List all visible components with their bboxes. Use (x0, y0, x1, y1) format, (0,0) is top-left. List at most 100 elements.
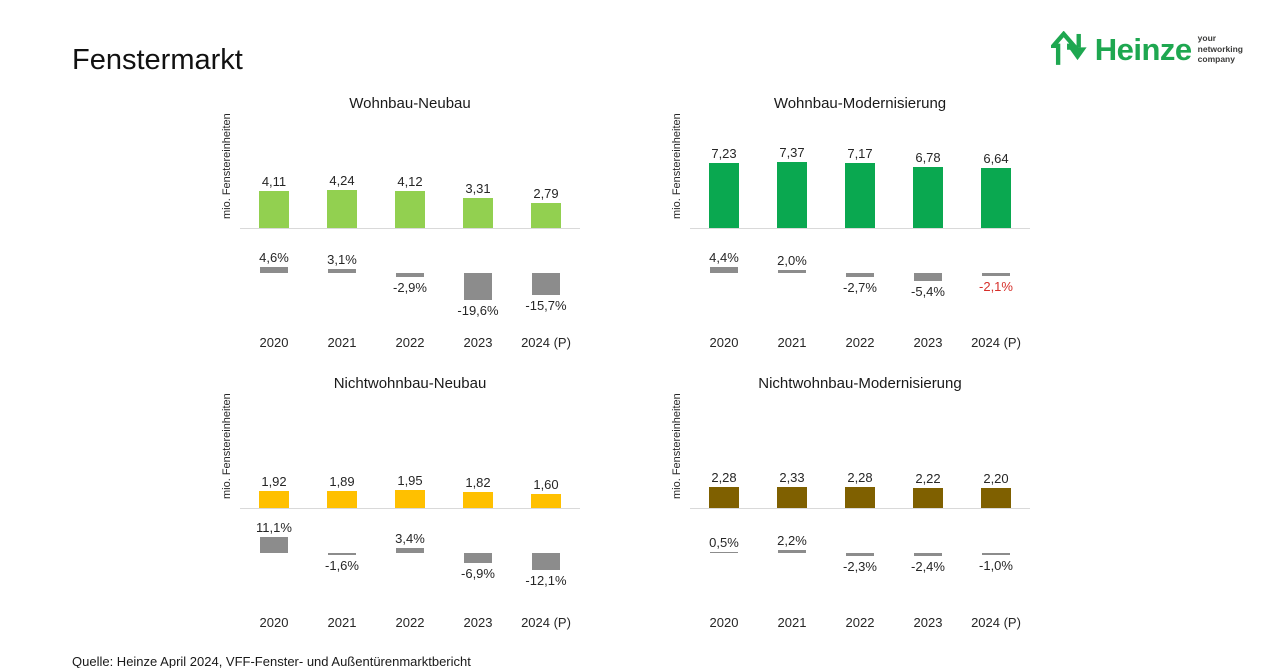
x-axis-tick-label: 2021 (327, 615, 357, 630)
pct-change-bar (846, 553, 874, 557)
pct-change-label: 3,1% (327, 251, 357, 267)
x-axis-tick-label: 2022 (395, 615, 425, 630)
x-axis-tick-label: 2021 (777, 335, 807, 350)
heinze-brand-text: Heinze (1094, 31, 1192, 67)
x-axis-tick-label: 2024 (P) (521, 335, 571, 350)
value-bar (259, 191, 289, 228)
value-bar (845, 163, 875, 228)
pct-change-bar (328, 268, 356, 273)
pct-change-bar (396, 273, 424, 278)
source-note: Quelle: Heinze April 2024, VFF-Fenster- … (72, 654, 471, 668)
plot-area: 7,23 4,4% 2020 7,37 2,0% 2021 7,17 -2,7% 2022 6,7… (690, 95, 1030, 357)
pct-change-bar (778, 270, 806, 273)
x-axis-line (690, 508, 1030, 509)
chart-wohnbau-modernisierung: mio. Fenstereinheiten Wohnbau-Modernisier… (666, 95, 1032, 357)
pct-change-label: -2,4% (911, 559, 945, 575)
bar-value-label: 1,82 (465, 474, 491, 490)
chart-title: Wohnbau-Neubau (349, 95, 471, 112)
chart-wohnbau-neubau: mio. Fenstereinheiten Wohnbau-Neubau 4,11 4… (216, 95, 582, 357)
bar-value-label: 1,89 (329, 473, 355, 489)
pct-change-bar (982, 273, 1010, 276)
pct-change-label: 4,4% (709, 249, 739, 265)
page-title: Fenstermarkt (72, 44, 243, 76)
plot-area: 2,28 0,5% 2020 2,33 2,2% 2021 2,28 -2,3% 2022 2,2… (690, 375, 1030, 637)
pct-change-label: -2,3% (843, 559, 877, 575)
value-bar (777, 487, 807, 508)
chart-nichtwohnbau-neubau: mio. Fenstereinheiten Nichtwohnbau-Neubau… (216, 375, 582, 637)
value-bar (709, 162, 739, 228)
pct-change-bar (464, 553, 492, 563)
bar-value-label: 4,11 (261, 174, 287, 189)
x-axis-tick-label: 2021 (777, 615, 807, 630)
value-bar (531, 202, 561, 228)
y-axis-label: mio. Fenstereinheiten (221, 393, 233, 499)
pct-change-label: -1,0% (979, 557, 1013, 573)
pct-change-label: -2,7% (843, 279, 877, 295)
value-bar (395, 190, 425, 228)
tagline-line-2: networking (1197, 43, 1243, 54)
bar-value-label: 2,79 (533, 185, 559, 201)
pct-change-label: -2,1% (979, 278, 1013, 294)
x-axis-tick-label: 2022 (845, 335, 875, 350)
pct-change-bar (778, 549, 806, 553)
heinze-house-icon (1050, 31, 1089, 67)
bar-value-label: 2,28 (711, 470, 737, 486)
value-bar (845, 487, 875, 508)
chart-title: Nichtwohnbau-Neubau (333, 375, 487, 392)
tagline-line-1: your (1197, 33, 1217, 44)
value-bar (327, 189, 357, 228)
pct-change-bar (710, 266, 738, 273)
plot-area: 4,11 4,6% 2020 4,24 3,1% 2021 4,12 -2,9% 2022 3,3… (240, 95, 580, 357)
plot-area: 1,92 11,1% 2020 1,89 -1,6% 2021 1,95 3,4% 2022 1,… (240, 375, 580, 637)
pct-change-bar (982, 553, 1010, 555)
chart-title: Nichtwohnbau-Modernisierung (758, 375, 962, 392)
pct-change-bar (328, 553, 356, 556)
bar-value-label: 1,95 (397, 473, 423, 489)
bar-value-label: 7,17 (847, 146, 873, 162)
bar-value-label: 7,23 (711, 145, 737, 161)
bar-value-label: 2,33 (779, 470, 805, 486)
pct-change-label: -5,4% (911, 283, 945, 299)
bar-value-label: 2,28 (847, 470, 873, 486)
pct-change-bar (464, 273, 492, 301)
heinze-logo: Heinze your networking company (1050, 31, 1243, 67)
value-bar (913, 488, 943, 508)
x-axis-tick-label: 2024 (P) (971, 615, 1021, 630)
x-axis-tick-label: 2023 (913, 615, 943, 630)
bar-value-label: 6,78 (915, 149, 941, 165)
pct-change-label: 2,2% (777, 532, 807, 548)
x-axis-tick-label: 2020 (259, 615, 289, 630)
y-axis-label: mio. Fenstereinheiten (671, 113, 683, 219)
x-axis-line (240, 508, 580, 509)
x-axis-tick-label: 2023 (463, 615, 493, 630)
pct-change-bar (710, 551, 738, 553)
value-bar (913, 166, 943, 228)
pct-change-label: 11,1% (256, 520, 292, 536)
pct-change-bar (260, 266, 288, 273)
x-axis-tick-label: 2020 (259, 335, 289, 350)
bar-value-label: 3,31 (465, 181, 491, 197)
chart-nichtwohnbau-modernisierung: mio. Fenstereinheiten Nichtwohnbau-Modern… (666, 375, 1032, 637)
bar-value-label: 1,92 (261, 473, 287, 489)
pct-change-label: -19,6% (457, 303, 499, 319)
pct-change-label: -12,1% (525, 572, 567, 588)
pct-change-bar (846, 273, 874, 277)
x-axis-tick-label: 2020 (709, 615, 739, 630)
pct-change-label: 2,0% (777, 253, 807, 269)
bar-value-label: 4,12 (397, 173, 423, 189)
bar-value-label: 1,60 (533, 476, 559, 492)
heinze-tagline: your networking company (1198, 33, 1243, 65)
x-axis-line (240, 228, 580, 229)
y-axis-label: mio. Fenstereinheiten (221, 113, 233, 219)
pct-change-label: 4,6% (259, 249, 289, 265)
value-bar (981, 168, 1011, 228)
value-bar (777, 161, 807, 228)
x-axis-tick-label: 2020 (709, 335, 739, 350)
value-bar (531, 493, 561, 508)
value-bar (463, 491, 493, 508)
pct-change-label: -2,9% (393, 280, 427, 296)
pct-change-label: 0,5% (709, 534, 739, 550)
bar-value-label: 7,37 (779, 144, 805, 160)
pct-change-bar (914, 273, 942, 281)
